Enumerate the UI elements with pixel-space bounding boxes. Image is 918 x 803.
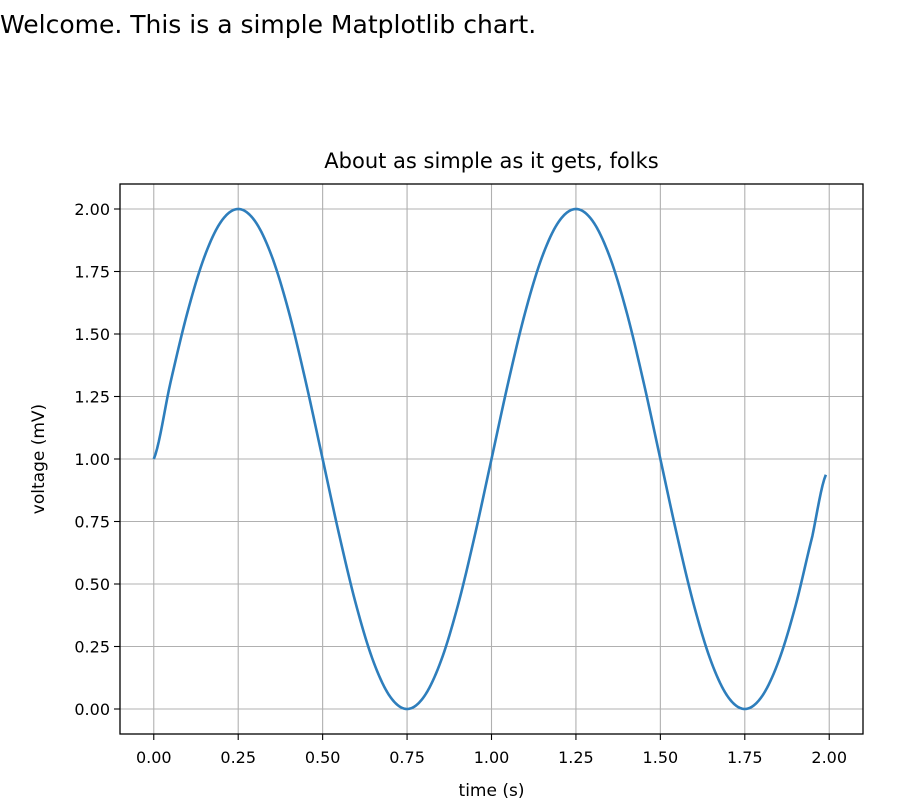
y-tick-label: 0.75 — [74, 513, 110, 532]
x-axis-ticks: 0.00 0.25 0.50 0.75 1.00 1.25 1.50 1.75 2.00 — [136, 734, 847, 767]
intro-text: Welcome. This is a simple Matplotlib cha… — [0, 10, 537, 39]
y-tick-label: 0.50 — [74, 575, 110, 594]
x-tick-label: 0.75 — [389, 748, 425, 767]
y-tick-label: 1.00 — [74, 450, 110, 469]
y-axis-label: voltage (mV) — [29, 404, 49, 514]
x-tick-label: 0.50 — [305, 748, 341, 767]
x-tick-label: 0.25 — [220, 748, 256, 767]
x-tick-label: 2.00 — [811, 748, 847, 767]
y-axis-ticks: 0.00 0.25 0.50 0.75 1.00 1.25 1.50 1.75 2.00 — [74, 200, 120, 719]
y-tick-label: 0.25 — [74, 638, 110, 657]
x-tick-label: 1.00 — [474, 748, 510, 767]
x-axis-label: time (s) — [459, 781, 525, 801]
plot-lines — [152, 207, 828, 711]
y-tick-label: 1.50 — [74, 325, 110, 344]
x-tick-label: 1.25 — [558, 748, 594, 767]
x-tick-label: 1.50 — [643, 748, 679, 767]
y-tick-label: 1.75 — [74, 263, 110, 282]
y-tick-label: 1.25 — [74, 388, 110, 407]
x-tick-label: 1.75 — [727, 748, 763, 767]
series-line — [152, 207, 828, 711]
chart-title: About as simple as it gets, folks — [324, 149, 658, 173]
y-tick-label: 2.00 — [74, 200, 110, 219]
x-tick-label: 0.00 — [136, 748, 172, 767]
y-tick-label: 0.00 — [74, 700, 110, 719]
